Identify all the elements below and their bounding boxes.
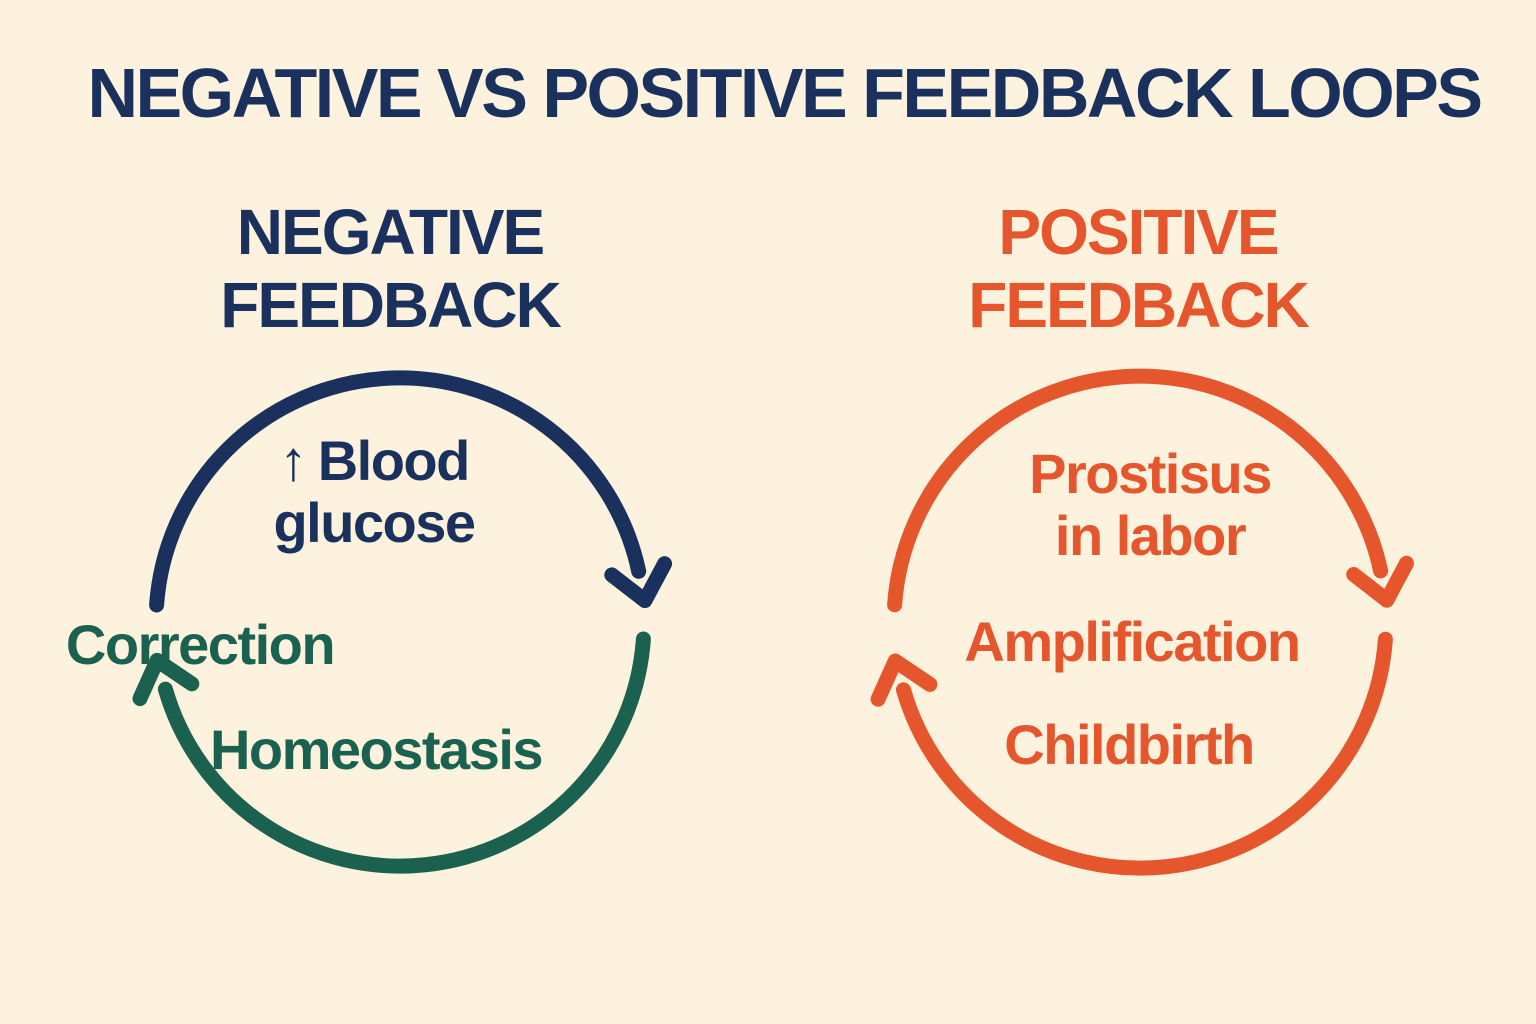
negative-feedback-heading: NEGATIVE FEEDBACK — [220, 196, 562, 342]
arrow-up-icon — [870, 653, 938, 707]
prostisus-line1: Prostisus — [1029, 442, 1272, 505]
arrow-up-icon — [132, 652, 200, 707]
blood-glucose-word: Blood — [317, 429, 471, 492]
negative-loop-bottom-arc — [157, 631, 651, 874]
positive-feedback-heading-line1: POSITIVE — [998, 196, 1279, 268]
homeostasis-label: Homeostasis — [209, 718, 544, 781]
correction-label: Correction — [65, 613, 336, 676]
negative-loop-top-arc — [149, 370, 647, 613]
blood-glucose-label: ↑ Blood glucose — [273, 430, 476, 554]
prostisus-line2: in labor — [1054, 504, 1247, 567]
blood-glucose-line2: glucose — [273, 491, 476, 554]
up-arrow-icon: ↑ — [279, 429, 307, 492]
arrow-down-icon — [1346, 555, 1414, 608]
negative-feedback-heading-line2: FEEDBACK — [220, 269, 562, 341]
positive-feedback-heading: POSITIVE FEEDBACK — [968, 196, 1310, 342]
amplification-label: Amplification — [964, 610, 1301, 673]
positive-loop-top-arc — [887, 368, 1389, 613]
positive-feedback-heading-line2: FEEDBACK — [968, 269, 1310, 341]
childbirth-label: Childbirth — [1004, 713, 1255, 776]
blood-glucose-line1: ↑ Blood — [273, 430, 474, 492]
prostisus-in-labor-label: Prostisus in labor — [1029, 442, 1272, 567]
arrow-down-icon — [604, 556, 673, 609]
page-title: NEGATIVE VS POSITIVE FEEDBACK LOOPS — [87, 54, 1483, 132]
positive-loop-bottom-arc — [896, 631, 1393, 876]
negative-feedback-heading-line1: NEGATIVE — [236, 196, 545, 268]
